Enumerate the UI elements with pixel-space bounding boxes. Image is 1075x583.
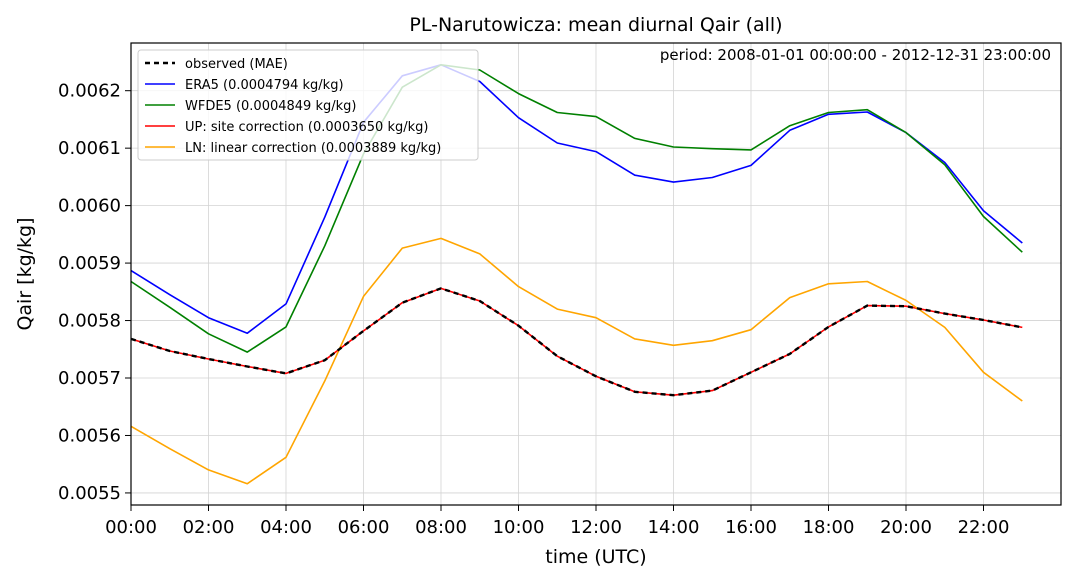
grid <box>130 43 1061 505</box>
y-tick-label: 0.0055 <box>58 483 121 504</box>
series-line-4 <box>130 287 1023 397</box>
legend: observed (MAE) ERA5 (0.0004794 kg/kg) WFDE… <box>137 49 479 161</box>
series-line-2 <box>130 287 1023 397</box>
y-tick-label: 0.0058 <box>58 311 121 332</box>
x-tick-label: 02:00 <box>183 517 235 538</box>
y-tick-label: 0.0057 <box>58 368 121 389</box>
period-annotation: period: 2008-01-01 00:00:00 - 2012-12-31… <box>660 46 1051 64</box>
series-line-3 <box>130 237 1023 485</box>
series-line-1 <box>130 64 1023 353</box>
legend-label: ERA5 (0.0004794 kg/kg) <box>185 78 344 93</box>
series-line-0 <box>130 64 1023 335</box>
y-tick-label: 0.0062 <box>58 81 121 102</box>
x-tick-label: 18:00 <box>803 517 855 538</box>
legend-label: UP: site correction (0.0003650 kg/kg) <box>185 120 428 135</box>
x-tick-label: 00:00 <box>105 517 157 538</box>
y-axis-label: Qair [kg/kg] <box>14 217 36 330</box>
x-tick-label: 12:00 <box>570 517 622 538</box>
legend-label: LN: linear correction (0.0003889 kg/kg) <box>185 141 441 156</box>
chart-title: PL-Narutowicza: mean diurnal Qair (all) <box>409 14 782 36</box>
legend-label: WFDE5 (0.0004849 kg/kg) <box>185 99 356 114</box>
y-tick-label: 0.0056 <box>58 425 121 446</box>
x-tick-label: 20:00 <box>880 517 932 538</box>
y-tick-label: 0.0059 <box>58 253 121 274</box>
x-tick-label: 04:00 <box>260 517 312 538</box>
y-tick-label: 0.0061 <box>58 138 121 159</box>
x-tick-label: 06:00 <box>338 517 390 538</box>
x-tick-label: 10:00 <box>493 517 545 538</box>
legend-label: observed (MAE) <box>185 57 288 72</box>
x-tick-label: 08:00 <box>415 517 467 538</box>
y-tick-label: 0.0060 <box>58 196 121 217</box>
x-axis-label: time (UTC) <box>545 546 646 568</box>
x-axis-ticks: 00:00 02:00 04:00 06:00 08:00 10:00 12:00 14:00… <box>105 505 1009 538</box>
legend-box <box>137 49 479 161</box>
series-lines <box>130 64 1023 485</box>
x-tick-label: 16:00 <box>725 517 777 538</box>
x-tick-label: 22:00 <box>958 517 1010 538</box>
y-axis-ticks: 0.0055 0.0056 0.0057 0.0058 0.0059 0.0060 0.00… <box>58 81 131 504</box>
x-tick-label: 14:00 <box>648 517 700 538</box>
